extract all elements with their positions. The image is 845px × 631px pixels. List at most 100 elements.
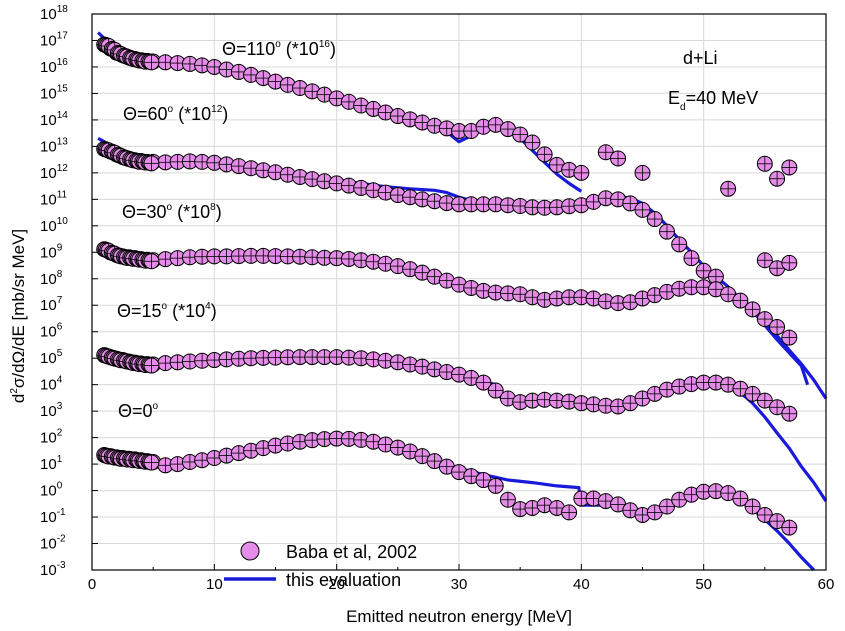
y-tick-label: 103 — [40, 401, 63, 420]
data-point — [279, 76, 296, 93]
data-point — [707, 281, 724, 298]
angle-label-3: Θ=15o (*104) — [117, 301, 217, 321]
data-point — [658, 498, 675, 515]
data-point — [744, 498, 761, 515]
data-point — [169, 354, 186, 371]
data-point — [463, 196, 480, 213]
data-point — [512, 501, 529, 518]
data-point — [438, 458, 455, 475]
y-tick-label: 1017 — [40, 30, 68, 49]
data-point — [548, 156, 565, 173]
data-point — [756, 392, 773, 409]
data-point — [414, 448, 431, 465]
data-point — [267, 73, 284, 90]
data-point — [781, 159, 798, 176]
data-point — [340, 177, 357, 194]
x-tick-label: 60 — [818, 576, 835, 593]
data-point — [610, 191, 627, 208]
data-point — [695, 483, 712, 500]
marker-group-theta-60 — [96, 140, 724, 285]
data-point — [487, 477, 504, 494]
x-tick-label: 0 — [88, 576, 96, 593]
y-tick-label: 1010 — [40, 216, 68, 235]
marker-group-theta-110 — [96, 36, 798, 197]
data-point — [365, 253, 382, 270]
data-point — [143, 357, 160, 374]
data-point — [426, 268, 443, 285]
data-point — [561, 393, 578, 410]
data-point — [206, 58, 223, 75]
data-point — [658, 223, 675, 240]
data-point — [634, 201, 651, 218]
data-point — [194, 352, 211, 369]
data-point — [732, 490, 749, 507]
data-point — [561, 504, 578, 521]
data-point — [451, 366, 467, 383]
data-point — [194, 248, 211, 265]
data-point — [732, 380, 749, 397]
data-point — [720, 180, 737, 197]
data-point — [267, 248, 284, 265]
data-point — [230, 158, 247, 175]
data-point — [781, 329, 798, 346]
data-point — [646, 211, 663, 228]
data-point — [597, 190, 614, 207]
data-point — [732, 292, 749, 309]
data-point — [671, 378, 688, 395]
data-point — [291, 349, 308, 366]
y-tick-label: 101 — [40, 454, 63, 473]
angle-label-4: Θ=0o — [118, 401, 159, 421]
y-tick-label: 10-2 — [40, 534, 66, 553]
marker-group-theta-0 — [96, 430, 798, 536]
data-point — [573, 164, 590, 181]
reaction-label: d+Li — [683, 48, 718, 68]
annotations: d+Li Ed=40 MeV Θ=110o (*1016) Θ=60o (*101… — [117, 39, 758, 421]
data-point — [181, 353, 198, 370]
data-point — [143, 155, 160, 172]
data-point — [451, 464, 467, 481]
data-point — [316, 249, 333, 266]
data-point — [402, 261, 419, 278]
data-point — [377, 104, 394, 121]
energy-label: Ed=40 MeV — [668, 88, 758, 113]
data-point — [402, 443, 419, 460]
data-point — [487, 382, 504, 399]
x-axis-label: Emitted neutron energy [MeV] — [346, 607, 572, 626]
data-point — [475, 374, 492, 391]
data-point — [634, 390, 651, 407]
angle-labels: Θ=110o (*1016) Θ=60o (*1012) Θ=30o (*108) Θ… — [117, 39, 336, 421]
data-point — [585, 396, 602, 413]
x-tick-label: 30 — [451, 576, 468, 593]
y-tick-label: 1016 — [40, 57, 68, 76]
data-point — [353, 97, 370, 114]
data-point — [756, 155, 773, 172]
data-point — [622, 395, 639, 412]
legend: Baba et al, 2002 this evaluation — [224, 541, 417, 590]
data-point — [781, 254, 798, 271]
y-tick-label: 105 — [40, 348, 63, 367]
legend-marker-label: Baba et al, 2002 — [286, 542, 417, 562]
y-tick-label: 1014 — [40, 110, 68, 129]
data-point — [744, 385, 761, 402]
data-point — [438, 272, 455, 289]
data-point — [781, 405, 798, 422]
data-point — [683, 250, 700, 267]
data-point — [377, 352, 394, 369]
data-point — [622, 195, 639, 212]
data-point — [218, 248, 235, 265]
data-point — [402, 189, 419, 206]
y-tick-label: 1015 — [40, 83, 68, 102]
data-markers — [96, 36, 798, 536]
data-point — [561, 289, 578, 306]
data-point — [279, 349, 296, 366]
marker-group-theta-15 — [96, 347, 798, 422]
y-tick-label: 106 — [40, 322, 63, 341]
data-point — [143, 54, 160, 71]
data-point — [328, 175, 345, 192]
data-point — [340, 93, 357, 110]
data-point — [695, 279, 712, 296]
grid — [92, 14, 826, 570]
angle-label-0: Θ=110o (*1016) — [222, 39, 336, 59]
data-point — [316, 431, 333, 448]
